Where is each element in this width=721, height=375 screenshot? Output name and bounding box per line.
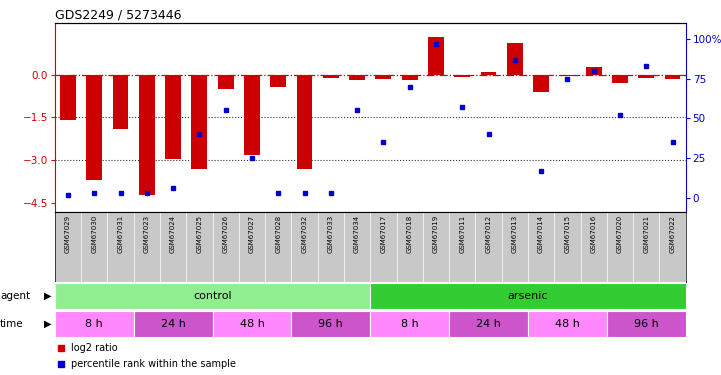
Bar — [665, 75, 681, 79]
Text: GSM67022: GSM67022 — [670, 215, 676, 253]
Text: GSM67029: GSM67029 — [65, 215, 71, 253]
Bar — [218, 75, 234, 89]
Text: GSM67033: GSM67033 — [328, 215, 334, 253]
Text: 96 h: 96 h — [319, 319, 343, 329]
Bar — [371, 284, 686, 309]
Text: GSM67030: GSM67030 — [92, 215, 97, 253]
Bar — [528, 311, 607, 337]
Bar — [55, 284, 371, 309]
Text: GSM67027: GSM67027 — [249, 215, 255, 253]
Bar — [402, 75, 417, 80]
Bar — [454, 75, 470, 77]
Text: time: time — [0, 319, 24, 329]
Bar — [192, 75, 207, 169]
Text: ▶: ▶ — [44, 291, 51, 301]
Text: GSM67025: GSM67025 — [196, 215, 203, 253]
Text: GSM67024: GSM67024 — [170, 215, 176, 253]
Text: 8 h: 8 h — [85, 319, 103, 329]
Text: GSM67014: GSM67014 — [538, 215, 544, 253]
Bar — [296, 75, 312, 169]
Text: GSM67019: GSM67019 — [433, 215, 439, 253]
Text: percentile rank within the sample: percentile rank within the sample — [71, 359, 236, 369]
Bar — [60, 75, 76, 120]
Text: 96 h: 96 h — [634, 319, 658, 329]
Bar — [638, 75, 654, 78]
Text: 24 h: 24 h — [161, 319, 185, 329]
Text: 48 h: 48 h — [239, 319, 265, 329]
Text: GSM67031: GSM67031 — [118, 215, 123, 253]
Text: 8 h: 8 h — [401, 319, 418, 329]
Bar — [291, 311, 371, 337]
Bar — [376, 75, 392, 79]
Bar — [323, 75, 339, 78]
Text: 48 h: 48 h — [555, 319, 580, 329]
Text: GSM67034: GSM67034 — [354, 215, 360, 253]
Text: GSM67028: GSM67028 — [275, 215, 281, 253]
Text: GSM67015: GSM67015 — [565, 215, 570, 253]
Bar — [449, 311, 528, 337]
Text: agent: agent — [0, 291, 30, 301]
Text: GSM67032: GSM67032 — [301, 215, 308, 253]
Text: GSM67018: GSM67018 — [407, 215, 412, 253]
Text: GSM67021: GSM67021 — [643, 215, 649, 253]
Text: GSM67023: GSM67023 — [143, 215, 150, 253]
Bar — [534, 75, 549, 92]
Text: log2 ratio: log2 ratio — [71, 343, 118, 353]
Bar — [371, 311, 449, 337]
Bar — [559, 75, 575, 76]
Text: GDS2249 / 5273446: GDS2249 / 5273446 — [55, 9, 181, 22]
Bar — [507, 43, 523, 75]
Text: GSM67013: GSM67013 — [512, 215, 518, 253]
Bar — [349, 75, 365, 80]
Text: GSM67011: GSM67011 — [459, 215, 465, 253]
Bar — [585, 68, 601, 75]
Text: GSM67020: GSM67020 — [617, 215, 623, 253]
Bar — [165, 75, 181, 159]
Bar — [213, 311, 291, 337]
Bar — [481, 72, 496, 75]
Text: GSM67026: GSM67026 — [223, 215, 229, 253]
Text: 24 h: 24 h — [476, 319, 501, 329]
Text: ▶: ▶ — [44, 319, 51, 329]
Bar — [428, 38, 444, 75]
Text: GSM67017: GSM67017 — [381, 215, 386, 253]
Bar — [607, 311, 686, 337]
Text: arsenic: arsenic — [508, 291, 548, 301]
Bar — [55, 311, 133, 337]
Bar — [112, 75, 128, 129]
Bar — [133, 311, 213, 337]
Text: GSM67012: GSM67012 — [485, 215, 492, 253]
Bar — [244, 75, 260, 155]
Text: control: control — [193, 291, 232, 301]
Bar — [612, 75, 628, 83]
Bar — [270, 75, 286, 87]
Text: GSM67016: GSM67016 — [590, 215, 597, 253]
Bar — [87, 75, 102, 180]
Bar — [139, 75, 155, 195]
